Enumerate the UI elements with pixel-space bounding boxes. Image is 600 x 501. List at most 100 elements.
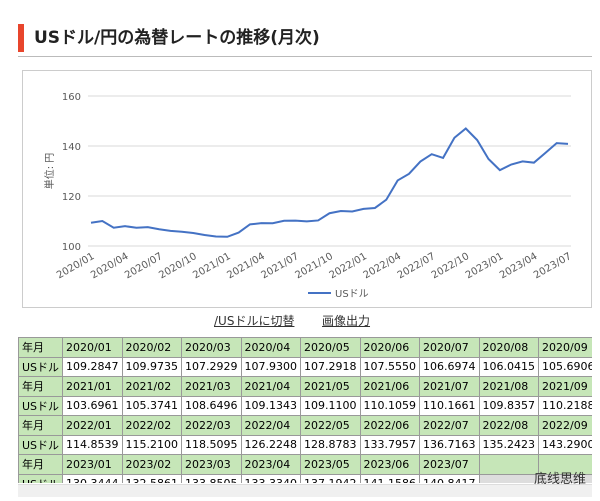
table-cell: 126.2248: [240, 434, 302, 455]
table-cell: 133.3340: [240, 473, 302, 483]
table-cell: 2020/07: [419, 337, 480, 358]
table-row: USドル 109.2847 109.9735 107.2929 107.9300 107.…: [18, 356, 592, 377]
table-cell: 110.2188: [538, 395, 592, 416]
x-tick-label: 2023/04: [498, 251, 539, 281]
table-cell: 2023/06: [359, 454, 421, 475]
x-tick-label: 2020/04: [89, 251, 130, 281]
x-tick-label: 2021/04: [225, 251, 266, 281]
table-cell: 2021/05: [300, 376, 361, 397]
table-cell: 133.8505: [181, 473, 242, 483]
empty-cell: [478, 454, 540, 475]
export-link[interactable]: 画像出力: [322, 314, 371, 328]
rate-table: 年月 2020/01 2020/02 2020/03 2020/04 2020/05 202…: [18, 337, 592, 483]
row-label: 年月: [18, 415, 64, 436]
series-line: [90, 127, 569, 238]
table-cell: 110.1661: [419, 395, 480, 416]
x-tick-label: 2022/01: [328, 251, 369, 281]
table-cell: 135.2423: [478, 434, 540, 455]
table-row: USドル 103.6961 105.3741 108.6496 109.1343 109.…: [18, 395, 592, 416]
y-tick-label: 100: [62, 242, 81, 253]
table-cell: 106.6974: [419, 356, 480, 377]
table-cell: 2021/09: [538, 376, 592, 397]
table-cell: 130.3444: [62, 473, 123, 483]
table-cell: 2022/09: [538, 415, 592, 436]
switch-link[interactable]: /USドルに切替: [214, 314, 295, 328]
table-cell: 2021/04: [240, 376, 302, 397]
row-label: USドル: [18, 473, 64, 483]
x-tick-label: 2023/01: [464, 251, 505, 281]
table-cell: 109.1100: [300, 395, 361, 416]
table-cell: 133.7957: [359, 434, 421, 455]
table-cell: 137.1942: [300, 473, 361, 483]
table-cell: 2022/04: [240, 415, 302, 436]
table-row: 年月 2021/01 2021/02 2021/03 2021/04 2021/05 202…: [18, 376, 592, 397]
table-cell: 109.2847: [62, 356, 123, 377]
table-cell: 105.3741: [121, 395, 183, 416]
table-cell: 2023/07: [419, 454, 480, 475]
legend-label: USドル: [335, 289, 369, 300]
table-cell: 118.5095: [181, 434, 242, 455]
table-wrap: 年月 2020/01 2020/02 2020/03 2020/04 2020/05 202…: [18, 337, 592, 483]
table-cell: 2020/01: [62, 337, 123, 358]
table-cell: 2021/08: [478, 376, 540, 397]
table-cell: 2020/09: [538, 337, 592, 358]
page-title: USドル/円の為替レートの推移(月次): [18, 24, 320, 52]
table-cell: 2020/05: [300, 337, 361, 358]
x-tick-label: 2021/07: [259, 251, 300, 281]
empty-cell: [538, 454, 592, 475]
table-row: USドル 114.8539 115.2100 118.5095 126.2248 128.…: [18, 434, 592, 455]
table-cell: 115.2100: [121, 434, 183, 455]
divider: [18, 56, 592, 57]
table-cell: 103.6961: [62, 395, 123, 416]
table-cell: 2021/07: [419, 376, 480, 397]
table-cell: 107.2929: [181, 356, 242, 377]
table-cell: 2023/05: [300, 454, 361, 475]
table-cell: 2020/04: [240, 337, 302, 358]
table-row: 年月 2020/01 2020/02 2020/03 2020/04 2020/05 202…: [18, 337, 592, 358]
table-cell: 132.5861: [121, 473, 183, 483]
x-tick-label: 2023/07: [532, 251, 573, 281]
x-tick-label: 2022/04: [362, 251, 403, 281]
table-cell: 2021/01: [62, 376, 123, 397]
y-tick-label: 120: [62, 192, 81, 203]
table-cell: 109.8357: [478, 395, 540, 416]
x-tick-label: 2021/01: [191, 251, 232, 281]
y-axis-label: 単位: 円: [43, 153, 56, 190]
table-cell: 2023/02: [121, 454, 183, 475]
table-cell: 2023/01: [62, 454, 123, 475]
table-cell: 109.9735: [121, 356, 183, 377]
table-cell: 107.2918: [300, 356, 361, 377]
table-cell: 2022/02: [121, 415, 183, 436]
table-cell: 114.8539: [62, 434, 123, 455]
scrollbar[interactable]: [18, 484, 592, 497]
table-cell: 2022/01: [62, 415, 123, 436]
table-cell: 107.5550: [359, 356, 421, 377]
table-cell: 143.2900: [538, 434, 592, 455]
table-cell: 136.7163: [419, 434, 480, 455]
table-cell: 2021/03: [181, 376, 242, 397]
table-cell: 109.1343: [240, 395, 302, 416]
row-label: 年月: [18, 376, 64, 397]
row-label: 年月: [18, 454, 64, 475]
table-cell: 2023/04: [240, 454, 302, 475]
table-cell: 2020/02: [121, 337, 183, 358]
row-label: 年月: [18, 337, 64, 358]
table-cell: 2022/03: [181, 415, 242, 436]
x-tick-label: 2022/10: [430, 251, 471, 281]
y-tick-label: 160: [62, 92, 81, 103]
table-cell: 106.0415: [478, 356, 540, 377]
table-cell: 2020/08: [478, 337, 540, 358]
table-cell: 2023/03: [181, 454, 242, 475]
x-tick-label: 2021/10: [294, 251, 335, 281]
table-cell: 108.6496: [181, 395, 242, 416]
row-label: USドル: [18, 395, 64, 416]
chart-frame: 100 120 140 160 単位: 円 2020/01 2020/04 2020/07 20…: [22, 70, 592, 308]
table-cell: 140.8417: [419, 473, 480, 483]
y-tick-label: 140: [62, 142, 81, 153]
table-cell: 2020/03: [181, 337, 242, 358]
table-cell: 2022/08: [478, 415, 540, 436]
empty-cell: [538, 473, 592, 483]
table-row: 年月 2022/01 2022/02 2022/03 2022/04 2022/05 202…: [18, 415, 592, 436]
